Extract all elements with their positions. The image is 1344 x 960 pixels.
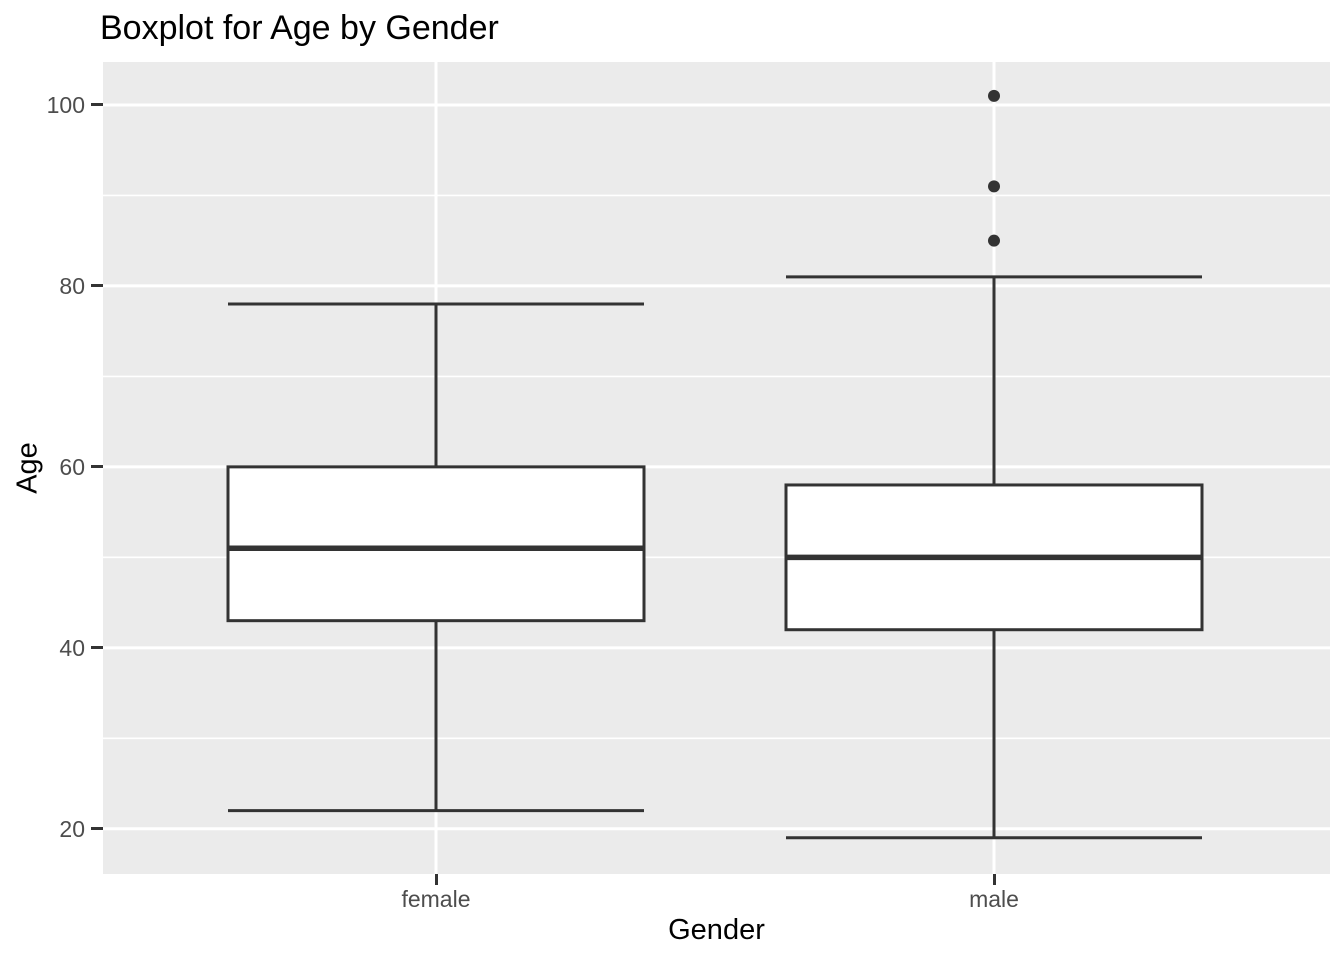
plot-panel — [103, 62, 1330, 874]
boxplot-canvas — [103, 62, 1330, 874]
y-tick-label-20: 20 — [59, 815, 85, 842]
y-tick-label-60: 60 — [59, 453, 85, 480]
plot-title: Boxplot for Age by Gender — [100, 9, 499, 47]
y-tick-mark-100 — [91, 103, 103, 107]
x-tick-mark-male — [992, 874, 996, 885]
x-axis-title: Gender — [668, 914, 765, 946]
y-tick-label-80: 80 — [59, 272, 85, 299]
y-tick-label-100: 100 — [46, 91, 85, 118]
male-outlier-dot-91 — [988, 180, 1000, 193]
x-tick-mark-female — [434, 874, 438, 885]
male-outlier-dot-85 — [988, 234, 1000, 247]
y-tick-label-40: 40 — [59, 634, 85, 661]
y-axis-title: Age — [11, 442, 44, 494]
female-iqr-box — [226, 465, 646, 623]
x-tick-label-female: female — [401, 886, 471, 912]
y-tick-mark-20 — [91, 827, 103, 831]
y-tick-mark-60 — [91, 465, 103, 469]
y-tick-mark-80 — [91, 284, 103, 288]
x-tick-label-male: male — [969, 886, 1019, 912]
y-tick-mark-40 — [91, 646, 103, 650]
male-outlier-dot-101 — [988, 89, 1000, 102]
